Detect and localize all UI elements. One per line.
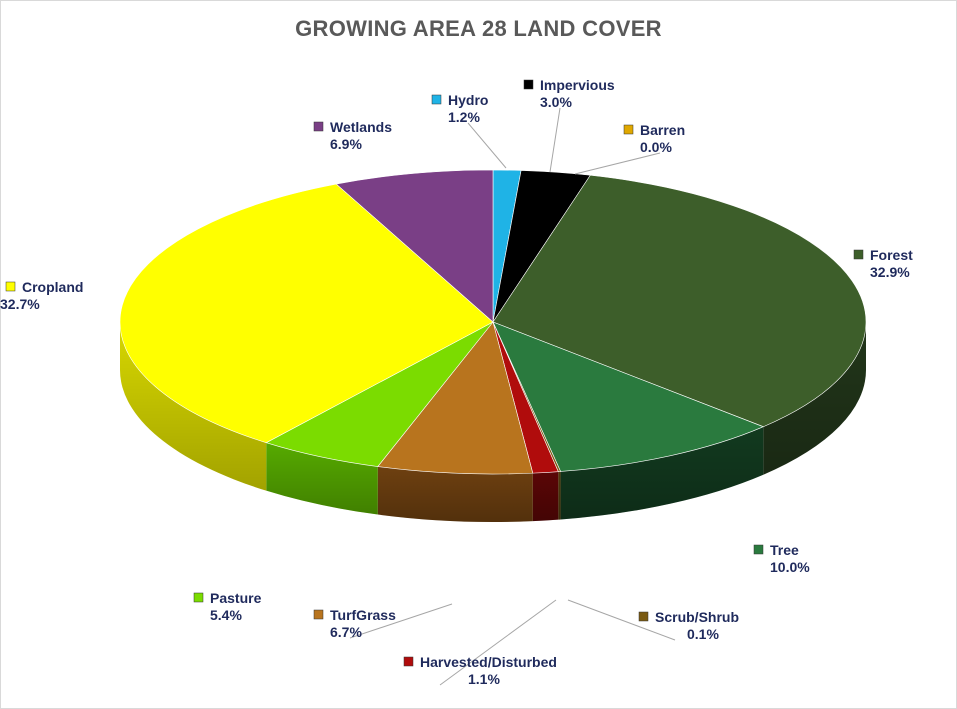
- slice-value: 32.7%: [0, 296, 40, 312]
- slice-side-shade: [120, 322, 267, 491]
- slice-name: Impervious: [540, 77, 615, 93]
- slice-value: 6.7%: [330, 624, 362, 640]
- slice-value: 0.0%: [640, 139, 672, 155]
- legend-key: [313, 609, 324, 620]
- slice-name: Tree: [770, 542, 799, 558]
- legend-key: [403, 656, 414, 667]
- leader-line: [567, 599, 676, 641]
- slice-side-shade: [763, 322, 866, 475]
- pie-labels: Hydro1.2%Impervious3.0%Barren0.0%Forest3…: [0, 77, 913, 687]
- slice-tree[interactable]: [492, 321, 765, 472]
- slice-side-shade: [532, 471, 559, 522]
- leader-line: [467, 122, 507, 169]
- slice-value: 1.1%: [468, 671, 500, 687]
- slice-turfgrass[interactable]: [377, 321, 534, 475]
- pie-sides: [120, 322, 866, 523]
- slice-name: Cropland: [22, 279, 83, 295]
- slice-value: 10.0%: [770, 559, 810, 575]
- slice-name: Pasture: [210, 590, 262, 606]
- leader-line: [439, 599, 557, 686]
- slice-forest[interactable]: [492, 174, 867, 428]
- leader-line: [574, 152, 661, 175]
- legend-key: [431, 94, 442, 105]
- slice-value: 32.9%: [870, 264, 910, 280]
- leader-line: [349, 603, 453, 639]
- slice-side-shade: [266, 442, 378, 515]
- slice-wetlands[interactable]: [335, 169, 494, 323]
- slice-name: Hydro: [448, 92, 488, 108]
- pie-slices: [119, 169, 867, 475]
- slice-side-shade: [377, 466, 533, 523]
- slice-name: Forest: [870, 247, 913, 263]
- legend-key: [623, 124, 634, 135]
- legend-key: [313, 121, 324, 132]
- legend-key: [753, 544, 764, 555]
- slice-name: TurfGrass: [330, 607, 396, 623]
- legend-key: [193, 592, 204, 603]
- legend-key: [638, 611, 649, 622]
- slice-side-shade: [560, 426, 764, 520]
- slice-value: 1.2%: [448, 109, 480, 125]
- slice-value: 6.9%: [330, 136, 362, 152]
- legend-key: [5, 281, 16, 292]
- slice-value: 0.1%: [687, 626, 719, 642]
- slice-value: 5.4%: [210, 607, 242, 623]
- slice-value: 3.0%: [540, 94, 572, 110]
- slice-name: Wetlands: [330, 119, 392, 135]
- legend-key: [853, 249, 864, 260]
- slice-name: Scrub/Shrub: [655, 609, 739, 625]
- slice-name: Harvested/Disturbed: [420, 654, 557, 670]
- legend-key: [523, 79, 534, 90]
- slice-cropland[interactable]: [119, 183, 494, 444]
- slice-name: Barren: [640, 122, 685, 138]
- leader-line: [549, 107, 561, 173]
- chart-title: GROWING AREA 28 LAND COVER: [295, 16, 662, 41]
- slice-side-shade: [558, 471, 561, 520]
